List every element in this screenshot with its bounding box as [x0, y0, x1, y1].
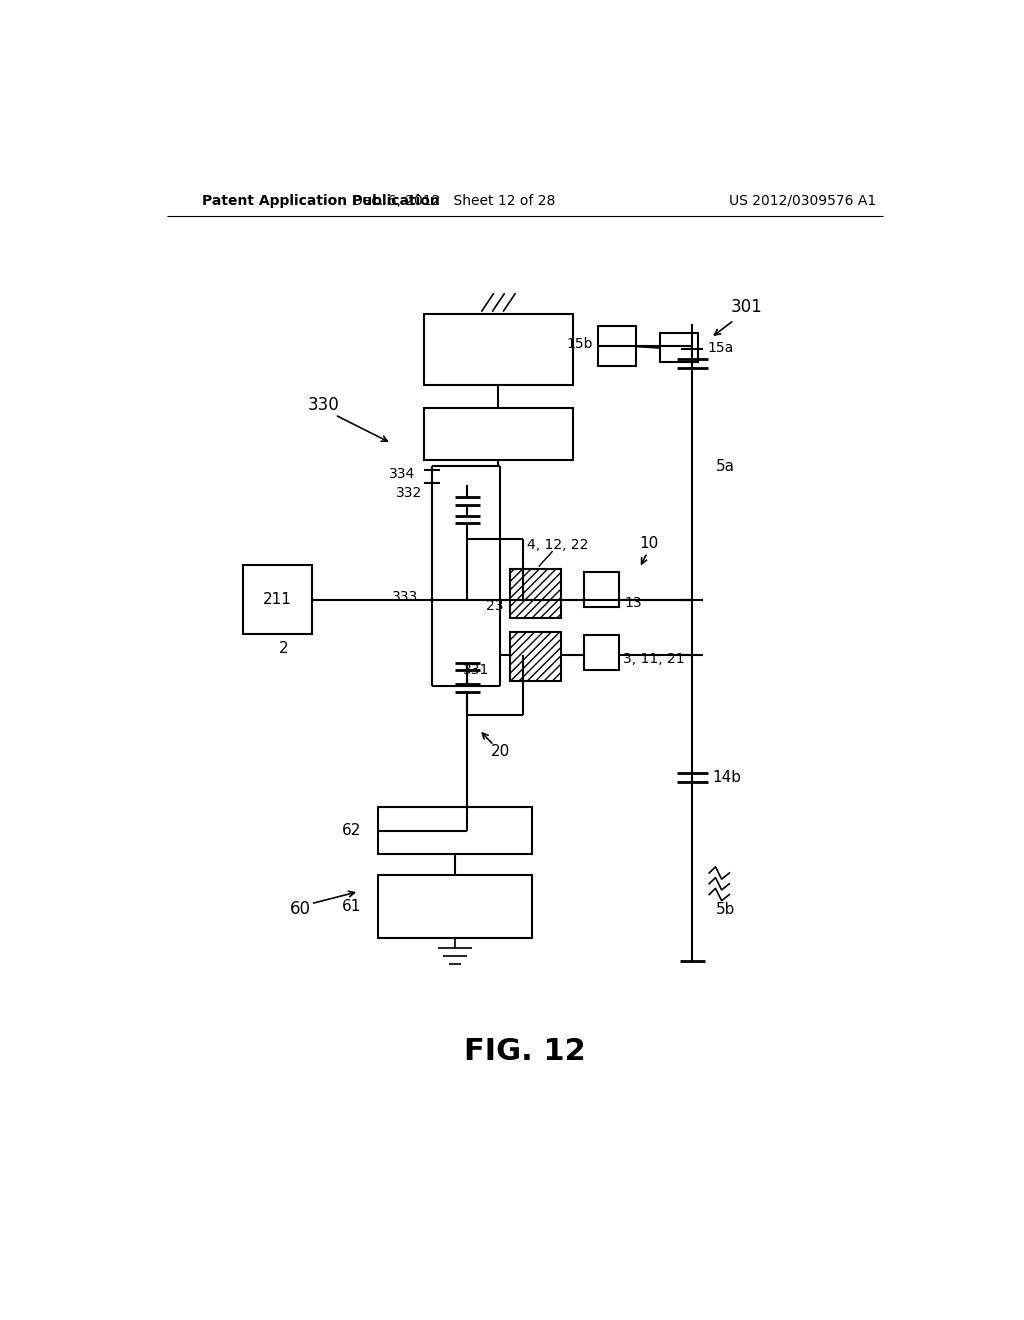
Bar [243, 565, 312, 635]
Text: Dec. 6, 2012   Sheet 12 of 28: Dec. 6, 2012 Sheet 12 of 28 [352, 194, 555, 207]
Text: 5a: 5a [716, 459, 734, 474]
Text: 332: 332 [396, 486, 423, 499]
Text: 211: 211 [263, 593, 292, 607]
Bar [378, 874, 531, 937]
Text: US 2012/0309576 A1: US 2012/0309576 A1 [729, 194, 876, 207]
Text: 333: 333 [391, 590, 418, 605]
Text: 5b: 5b [716, 902, 735, 916]
Bar [378, 807, 531, 854]
Text: 3, 11, 21: 3, 11, 21 [623, 652, 684, 665]
Text: 61: 61 [342, 899, 361, 913]
Bar [598, 326, 636, 367]
Text: 23: 23 [485, 599, 504, 612]
Text: 13: 13 [625, 597, 642, 610]
Text: 62: 62 [342, 824, 361, 838]
Text: 4, 12, 22: 4, 12, 22 [527, 539, 589, 552]
Text: FIG. 12: FIG. 12 [464, 1038, 586, 1067]
Text: 15b: 15b [566, 337, 593, 351]
Text: 334: 334 [388, 467, 415, 480]
Bar [584, 572, 620, 607]
Text: 15a: 15a [707, 341, 733, 355]
Text: Patent Application Publication: Patent Application Publication [202, 194, 439, 207]
Text: 330: 330 [307, 396, 339, 413]
Text: 2: 2 [279, 640, 289, 656]
Text: 14b: 14b [713, 770, 741, 785]
Text: 60: 60 [290, 900, 310, 919]
Bar [659, 333, 698, 363]
Text: 10: 10 [639, 536, 658, 550]
Bar [584, 635, 620, 671]
Text: 301: 301 [730, 298, 762, 315]
Bar [424, 314, 572, 385]
Bar [424, 408, 572, 461]
Text: 331: 331 [463, 664, 489, 677]
Text: 20: 20 [490, 743, 510, 759]
Bar [510, 632, 561, 681]
Bar [510, 569, 561, 618]
